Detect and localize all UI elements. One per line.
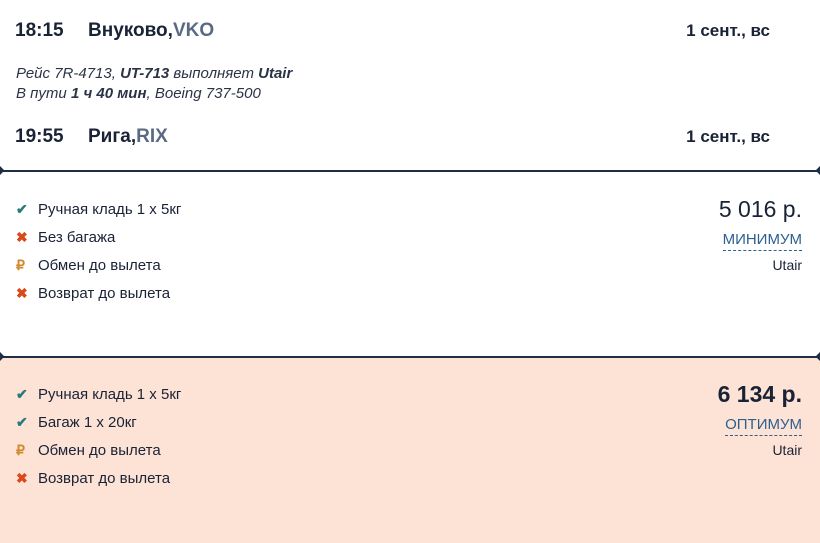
feature-item: ₽ Обмен до вылета — [16, 251, 181, 279]
airline-name: Utair — [772, 257, 802, 273]
fare-price-block: 5 016 р. МИНИМУМ Utair — [719, 196, 802, 273]
arrival-date: 1 сент., вс — [686, 127, 770, 146]
feature-text: Багаж 1 x 20кг — [38, 413, 137, 431]
info-segment: 1 ч 40 мин — [70, 85, 147, 102]
departure-time: 18:15 — [15, 20, 64, 41]
cross-icon: ✖ — [16, 284, 28, 301]
info-segment: , Boeing 737-500 — [146, 85, 261, 102]
fare-features: ✔ Ручная кладь 1 x 5кг ✖ Без багажа ₽ Обмен д… — [16, 195, 181, 307]
feature-text: Без багажа — [38, 228, 116, 246]
arrival-row: 19:55 Рига, RIX 1 сент., вс — [15, 126, 770, 148]
fare-minimum[interactable]: ✔ Ручная кладь 1 x 5кг ✖ Без багажа ₽ Обмен д… — [0, 172, 820, 357]
duration-line: В пути 1 ч 40 мин, Boeing 737-500 — [16, 84, 292, 104]
cross-icon: ✖ — [16, 469, 28, 486]
flight-number-line: Рейс 7R-4713, UT-713 выполняет Utair — [16, 64, 292, 84]
feature-item: ✔ Ручная кладь 1 x 5кг — [16, 380, 181, 408]
info-segment: В пути — [16, 85, 71, 102]
arrival-city: Рига, — [88, 126, 137, 147]
feature-item: ✔ Багаж 1 x 20кг — [16, 408, 181, 436]
feature-text: Обмен до вылета — [38, 256, 161, 274]
feature-text: Обмен до вылета — [38, 441, 161, 459]
fare-price-block: 6 134 р. ОПТИМУМ Utair — [718, 381, 802, 458]
info-segment: UT-713 — [120, 65, 170, 82]
ruble-icon: ₽ — [16, 256, 25, 273]
ruble-icon: ₽ — [16, 441, 25, 458]
info-segment: Рейс 7R-4713, — [16, 65, 121, 82]
divider — [0, 356, 820, 358]
arrival-code: RIX — [136, 126, 168, 147]
feature-item: ✖ Без багажа — [16, 223, 181, 251]
departure-code: VKO — [172, 20, 215, 41]
feature-item: ✖ Возврат до вылета — [16, 464, 181, 492]
airline-name: Utair — [772, 442, 802, 458]
tariff-link[interactable]: МИНИМУМ — [722, 231, 802, 251]
fare-price: 5 016 р. — [718, 196, 802, 222]
info-segment: Utair — [258, 65, 293, 82]
check-icon: ✔ — [16, 413, 28, 430]
divider — [0, 170, 820, 172]
arrival-time: 19:55 — [15, 126, 64, 147]
tariff-link[interactable]: ОПТИМУМ — [725, 416, 802, 436]
check-icon: ✔ — [16, 385, 28, 402]
feature-item: ✔ Ручная кладь 1 x 5кг — [16, 195, 181, 223]
feature-item: ✖ Возврат до вылета — [16, 279, 181, 307]
feature-text: Возврат до вылета — [38, 284, 171, 302]
cross-icon: ✖ — [16, 228, 28, 245]
departure-city: Внуково, — [88, 20, 173, 41]
check-icon: ✔ — [16, 200, 28, 217]
departure-row: 18:15 Внуково, VKO 1 сент., вс — [15, 20, 770, 42]
flight-info: Рейс 7R-4713, UT-713 выполняет Utair В п… — [16, 64, 292, 104]
departure-date: 1 сент., вс — [686, 21, 770, 40]
info-segment: выполняет — [169, 65, 259, 82]
feature-text: Ручная кладь 1 x 5кг — [38, 200, 182, 218]
feature-item: ₽ Обмен до вылета — [16, 436, 181, 464]
fare-price: 6 134 р. — [717, 381, 802, 407]
feature-text: Возврат до вылета — [38, 469, 171, 487]
fare-optimum[interactable]: ✔ Ручная кладь 1 x 5кг ✔ Багаж 1 x 20кг ₽ Обм… — [0, 358, 820, 543]
fare-features: ✔ Ручная кладь 1 x 5кг ✔ Багаж 1 x 20кг ₽ Обм… — [16, 380, 181, 492]
feature-text: Ручная кладь 1 x 5кг — [38, 385, 182, 403]
